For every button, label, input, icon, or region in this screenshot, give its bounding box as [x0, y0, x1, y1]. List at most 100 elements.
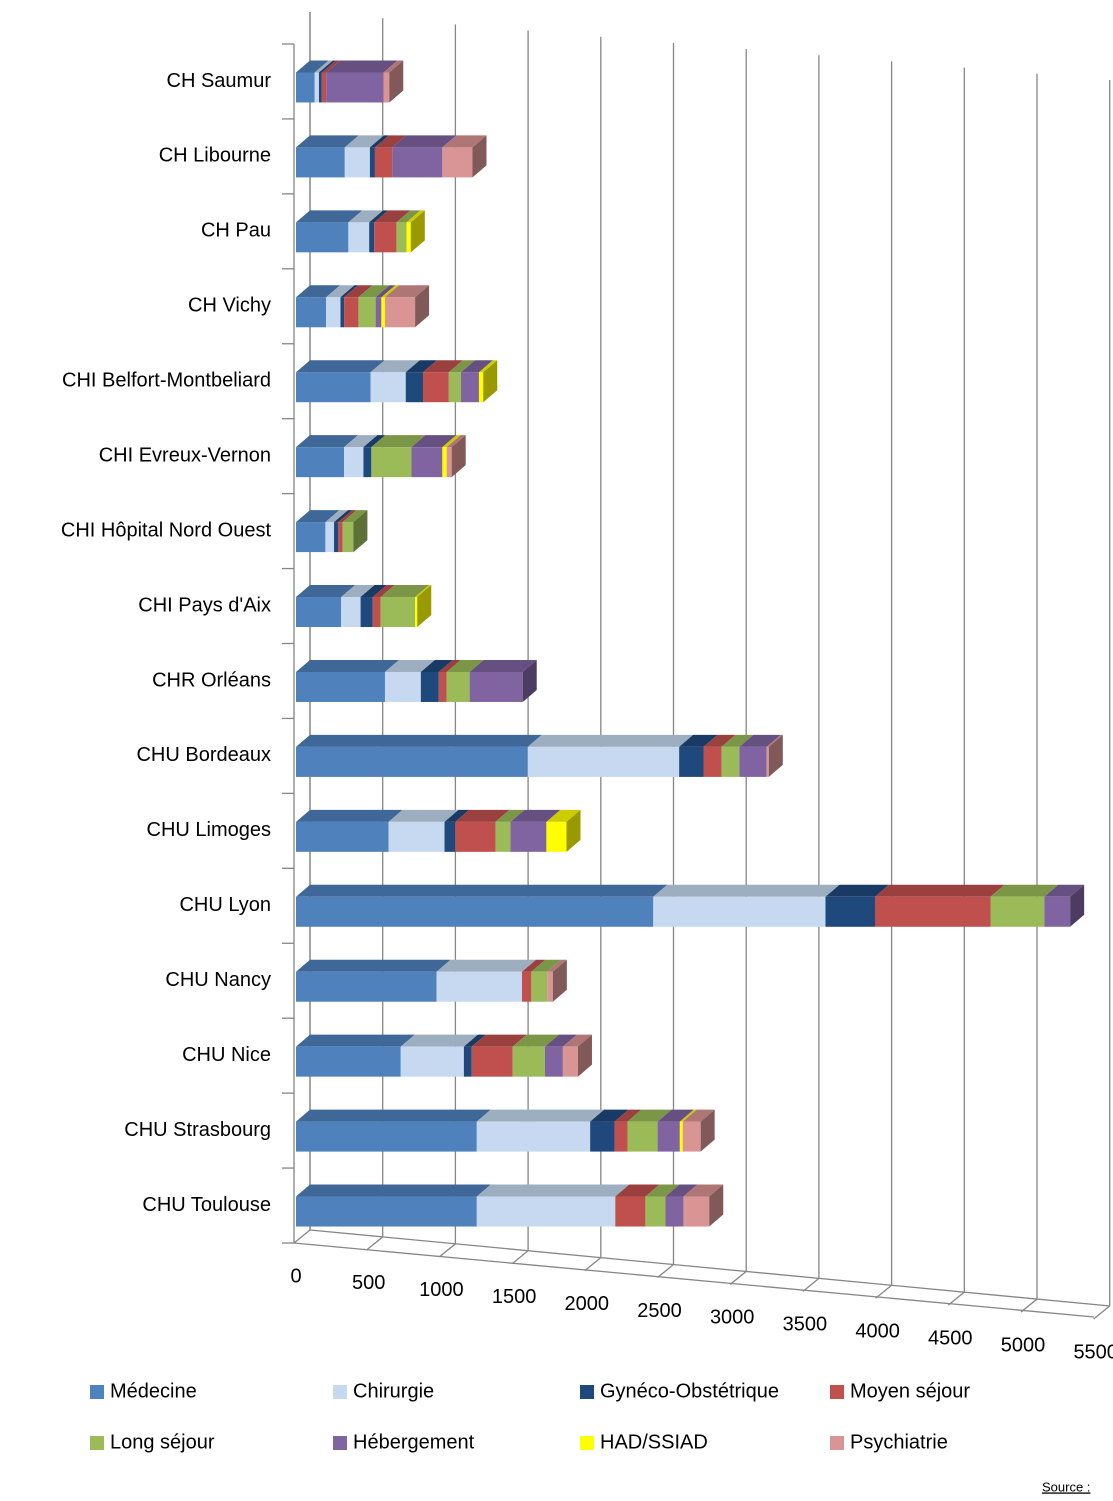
- legend-label: Médecine: [110, 1380, 197, 1402]
- bar-top: [422, 360, 463, 373]
- bar-top: [825, 884, 889, 897]
- bar-segment: [325, 510, 349, 553]
- bar: [372, 597, 381, 628]
- legend-swatch: [333, 1436, 347, 1450]
- y-tick-label: CHI Pays d'Aix: [138, 594, 271, 616]
- floor-tick: [584, 1257, 602, 1272]
- bar: [358, 297, 376, 328]
- x-tick-label: 5000: [1001, 1334, 1046, 1356]
- bar-top: [476, 1184, 630, 1197]
- legend-swatch: [580, 1436, 594, 1450]
- bar-segment: [471, 1034, 527, 1077]
- bar-top: [455, 809, 510, 822]
- bar-segment: [344, 135, 384, 178]
- bar-top: [374, 135, 407, 148]
- bar: [547, 971, 553, 1002]
- bar-end: [389, 60, 404, 103]
- bar-segment: [375, 285, 396, 328]
- bar-segment: [340, 285, 359, 328]
- x-tick-label: 2000: [565, 1293, 610, 1315]
- y-tick-label: CHU Limoges: [147, 819, 271, 841]
- bar-top: [469, 659, 537, 672]
- bar-end: [566, 809, 581, 852]
- bar: [392, 147, 443, 178]
- legend-label: Psychiatrie: [850, 1431, 948, 1453]
- bar-segment: [344, 435, 378, 478]
- bar-top: [383, 60, 404, 73]
- x-tick-label: 3500: [783, 1314, 828, 1336]
- bar-top: [371, 435, 426, 448]
- bar-top: [375, 285, 396, 298]
- bar-segment: [296, 809, 403, 852]
- bar-segment: [296, 360, 385, 403]
- bar-top: [326, 285, 355, 298]
- legend-swatch: [90, 1385, 104, 1399]
- bar-segment: [383, 60, 404, 103]
- bar: [1044, 896, 1071, 927]
- bar-segment: [296, 734, 542, 777]
- bar: [461, 372, 479, 403]
- bar: [384, 671, 421, 702]
- bar-segment: [446, 659, 484, 702]
- bar-top: [510, 809, 561, 822]
- bar: [448, 372, 462, 403]
- bar-segment: [374, 210, 411, 253]
- bar-top: [296, 1109, 491, 1122]
- bar: [296, 72, 315, 103]
- bar-segment: [296, 1034, 415, 1077]
- bar-top: [296, 135, 359, 148]
- bar-top: [400, 1034, 478, 1047]
- x-tick-label: 4000: [855, 1321, 900, 1343]
- floor-tick: [438, 1243, 456, 1258]
- bar-segment: [627, 1109, 672, 1152]
- floor-tick: [802, 1277, 820, 1292]
- bar-segment: [444, 809, 470, 852]
- bar-top: [384, 659, 435, 672]
- bar-top: [325, 510, 349, 523]
- bar-top: [739, 734, 781, 747]
- bar-segment: [825, 884, 889, 927]
- bar-segment: [527, 734, 694, 777]
- bar: [679, 1121, 683, 1152]
- bar-segment: [384, 659, 435, 702]
- floor-tick: [366, 1236, 384, 1251]
- bar-top: [653, 884, 840, 897]
- bar: [384, 297, 416, 328]
- bar-top: [522, 959, 546, 972]
- y-tick-label: CH Vichy: [188, 295, 271, 317]
- bar-top: [296, 435, 359, 448]
- bar-segment: [615, 1184, 660, 1227]
- bar-segment: [381, 285, 399, 328]
- bar: [703, 746, 722, 777]
- bar: [348, 222, 370, 253]
- bar-segment: [348, 210, 384, 253]
- bar-segment: [415, 585, 432, 628]
- bar-top: [657, 1109, 694, 1122]
- bar: [374, 147, 393, 178]
- bar-top: [296, 1184, 491, 1197]
- legend-swatch: [580, 1385, 594, 1399]
- bar-segment: [405, 360, 437, 403]
- legend-label: HAD/SSIAD: [600, 1431, 708, 1453]
- bar-segment: [296, 659, 399, 702]
- bar: [296, 746, 528, 777]
- legend-label: Hébergement: [353, 1431, 475, 1453]
- legend-label: Chirurgie: [353, 1380, 434, 1402]
- bar-segment: [544, 1034, 577, 1077]
- bar-top: [875, 884, 1005, 897]
- bar-end: [353, 510, 368, 553]
- bar-top: [531, 959, 562, 972]
- bar-top: [369, 210, 389, 223]
- bar-segment: [455, 809, 510, 852]
- x-tick-label: 1000: [419, 1279, 464, 1301]
- bar-segment: [380, 585, 430, 628]
- bar-end: [709, 1184, 724, 1227]
- bar: [614, 1121, 628, 1152]
- floor-tick: [657, 1264, 674, 1279]
- y-tick-label: CHU Toulouse: [142, 1194, 271, 1216]
- bar: [510, 821, 547, 852]
- bar-segment: [296, 959, 451, 1002]
- bar: [369, 222, 375, 253]
- bar-segment: [510, 809, 561, 852]
- bar-segment: [369, 135, 389, 178]
